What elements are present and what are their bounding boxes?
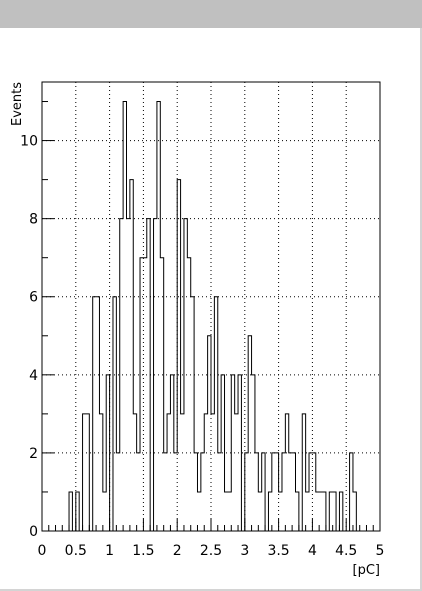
histogram-line [68, 101, 357, 532]
x-tick-label: 0 [38, 543, 47, 559]
y-tick-label: 0 [29, 524, 38, 540]
x-tick-label: 3.5 [267, 543, 289, 559]
x-tick-label: 5 [376, 543, 385, 559]
x-tick-label: 1 [105, 543, 114, 559]
axis-ticks [41, 101, 381, 532]
y-tick-label: 10 [20, 134, 38, 150]
y-tick-label: 8 [29, 212, 38, 228]
y-tick-label: 6 [29, 290, 38, 306]
x-tick-label: 2.5 [200, 543, 222, 559]
grid-lines [42, 82, 380, 531]
x-axis-title: [pC] [353, 563, 380, 578]
x-tick-label: 4 [308, 543, 317, 559]
y-tick-label: 2 [29, 446, 38, 462]
y-tick-label: 4 [29, 368, 38, 384]
x-tick-label: 3 [240, 543, 249, 559]
axis-tick-labels: 0 0.5 1 1.5 2 2.5 3 3.5 4 4.5 5 0 2 4 6 8 10 [20, 134, 384, 559]
x-tick-label: 2 [173, 543, 182, 559]
canvas-frame [0, 28, 422, 591]
y-axis-title: Events [10, 82, 25, 126]
window-title-bar[interactable] [0, 0, 422, 28]
x-tick-label: 4.5 [335, 543, 357, 559]
x-tick-label: 0.5 [65, 543, 87, 559]
x-tick-label: 1.5 [132, 543, 154, 559]
